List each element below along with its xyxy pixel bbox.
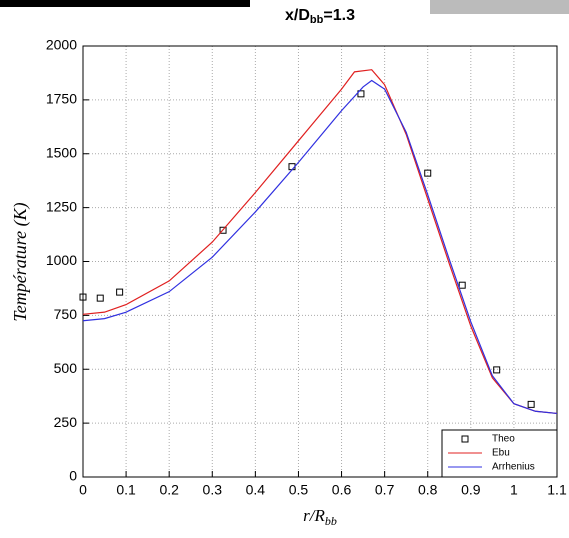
x-tick-label: 0.9 (461, 482, 481, 498)
y-axis-label: Température (K) (10, 202, 31, 321)
marker (458, 281, 466, 289)
marker (79, 293, 87, 301)
legend-label: Ebu (492, 448, 510, 459)
legend-label: Theo (492, 434, 515, 445)
y-tick-label: 0 (69, 468, 77, 484)
xlabel-main: r/R (303, 506, 325, 525)
x-tick-label: 0.2 (159, 482, 179, 498)
x-tick-label: 0.5 (289, 482, 309, 498)
line (82, 69, 558, 415)
x-tick-label: 0.8 (418, 482, 438, 498)
xlabel-sub: bb (325, 514, 337, 528)
marker (96, 294, 104, 302)
y-tick-label: 1750 (46, 91, 77, 107)
chart-title: x/Dbb=1.3 (285, 7, 355, 26)
marker (493, 366, 501, 374)
title-rest: =1.3 (323, 7, 355, 24)
top-box (430, 0, 569, 14)
line (82, 79, 558, 415)
y-tick-label: 500 (54, 360, 78, 376)
legend-label: Arrhenius (492, 462, 535, 473)
x-tick-label: 0.7 (375, 482, 395, 498)
x-axis-label: r/Rbb (303, 506, 337, 528)
y-tick-label: 1500 (46, 144, 77, 160)
y-tick-label: 1000 (46, 252, 77, 268)
plot-frame (82, 45, 558, 478)
y-tick-label: 2000 (46, 37, 77, 53)
legend-swatch (461, 435, 469, 443)
x-tick-label: 1.1 (547, 482, 567, 498)
marker (424, 169, 432, 177)
title-sub: bb (310, 14, 324, 26)
top-bar (0, 0, 250, 7)
marker (527, 400, 535, 408)
x-tick-label: 0.6 (332, 482, 352, 498)
marker (116, 288, 124, 296)
x-tick-label: 0.3 (203, 482, 223, 498)
y-tick-label: 250 (54, 414, 78, 430)
y-tick-label: 1250 (46, 198, 77, 214)
marker (219, 226, 227, 234)
marker (357, 90, 365, 98)
x-tick-label: 0.1 (116, 482, 136, 498)
title-main: x/D (285, 7, 310, 24)
x-tick-label: 0.4 (246, 482, 266, 498)
x-tick-label: 0 (79, 482, 87, 498)
y-tick-label: 750 (54, 306, 78, 322)
x-tick-label: 1 (510, 482, 518, 498)
